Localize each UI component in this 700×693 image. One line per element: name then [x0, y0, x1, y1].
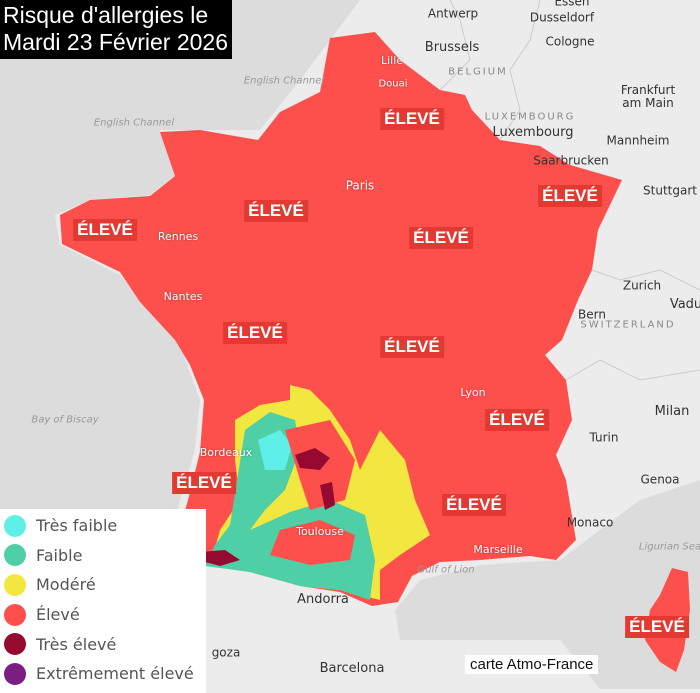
country-label: SWITZERLAND — [580, 319, 676, 331]
legend-swatch — [4, 544, 26, 567]
title-line-1: Risque d'allergies le — [3, 2, 209, 28]
country-label: LUXEMBOURG — [484, 111, 576, 123]
legend-item-extremement-eleve: Extrêmement élevé — [4, 659, 194, 689]
region-risk-badge[interactable]: ÉLEVÉ — [409, 227, 473, 249]
sea-label: Gulf of Lion — [417, 564, 475, 576]
city-label: Andorra — [297, 591, 349, 607]
city-label: Marseille — [473, 542, 523, 556]
tres-eleve-zone-4 — [200, 550, 240, 566]
tres-eleve-zone-1 — [295, 448, 330, 470]
france-risk-area[interactable] — [60, 32, 622, 606]
region-risk-badge[interactable]: ÉLEVÉ — [380, 336, 444, 358]
region-risk-badge[interactable]: ÉLEVÉ — [244, 200, 308, 222]
sea-label: Ligurian Sea — [638, 541, 700, 553]
city-label: Vadu — [669, 296, 700, 312]
city-label: Toulouse — [296, 524, 344, 538]
city-label: Zurich — [622, 278, 662, 293]
legend-item-faible: Faible — [4, 541, 194, 571]
map-credit: carte Atmo-France — [465, 655, 599, 674]
city-label: Lille — [380, 53, 404, 67]
city-label: Genoa — [640, 472, 680, 487]
region-risk-badge[interactable]: ÉLEVÉ — [485, 409, 549, 431]
legend-item-tres-eleve: Très élevé — [4, 629, 194, 659]
city-label: Stuttgart — [643, 183, 697, 198]
sea-water — [0, 0, 360, 560]
legend-label: Très faible — [36, 516, 118, 536]
city-label: Mannheim — [606, 133, 670, 148]
legend-swatch — [4, 662, 26, 685]
legend-label: Élevé — [36, 605, 80, 625]
city-label: Bern — [578, 307, 606, 322]
sea-label: English Channel — [243, 75, 325, 87]
city-label: Douai — [378, 78, 408, 90]
city-label: Lyon — [460, 385, 486, 399]
legend-label: Modéré — [36, 575, 96, 595]
city-label: Barcelona — [319, 660, 385, 676]
legend-swatch — [4, 573, 26, 596]
region-risk-badge[interactable]: ÉLEVÉ — [625, 616, 689, 638]
sea-mediterranean — [395, 480, 700, 689]
city-label: Brussels — [424, 39, 480, 55]
city-label: Dusseldorf — [529, 10, 595, 25]
city-label: Bordeaux — [199, 445, 253, 459]
legend-label: Faible — [36, 545, 83, 565]
eleve-patch-2 — [270, 520, 355, 565]
tres-eleve-zone-2 — [320, 482, 335, 510]
sea-label: Bay of Biscay — [31, 414, 99, 426]
city-label: Frankfurt am Main — [620, 82, 676, 110]
legend-label: Extrêmement élevé — [36, 664, 194, 684]
city-label: Nantes — [163, 289, 203, 303]
city-label: Antwerp — [427, 6, 479, 21]
legend-swatch — [4, 603, 26, 626]
legend-item-tres-faible: Très faible — [4, 511, 194, 541]
legend-swatch — [4, 514, 26, 537]
region-risk-badge[interactable]: ÉLEVÉ — [380, 108, 444, 130]
title-line-2: Mardi 23 Février 2026 — [3, 29, 228, 55]
city-label: Essen — [554, 0, 590, 9]
country-label: BELGIUM — [448, 66, 508, 78]
region-risk-badge[interactable]: ÉLEVÉ — [442, 494, 506, 516]
region-risk-badge[interactable]: ÉLEVÉ — [538, 185, 602, 207]
legend: Très faible Faible Modéré Élevé Très éle… — [0, 509, 206, 693]
map-title: Risque d'allergies le Mardi 23 Février 2… — [0, 0, 232, 59]
city-label: goza — [211, 645, 241, 660]
city-label: Monaco — [566, 515, 614, 530]
region-risk-badge[interactable]: ÉLEVÉ — [223, 322, 287, 344]
city-label: Saarbrucken — [533, 153, 609, 168]
city-label: Cologne — [545, 34, 595, 49]
region-risk-badge[interactable]: ÉLEVÉ — [172, 472, 236, 494]
city-label: Turin — [589, 430, 619, 445]
legend-item-modere: Modéré — [4, 570, 194, 600]
sea-label: English Channel — [93, 117, 175, 129]
borders — [439, 0, 700, 381]
region-risk-badge[interactable]: ÉLEVÉ — [73, 219, 137, 241]
city-label: Milan — [654, 403, 690, 419]
city-label: Rennes — [157, 229, 199, 243]
legend-label: Très élevé — [36, 634, 117, 654]
city-label: Paris — [345, 178, 375, 193]
tres-faible-zone — [258, 430, 292, 470]
legend-item-eleve: Élevé — [4, 600, 194, 630]
legend-swatch — [4, 633, 26, 656]
city-label: Luxembourg — [492, 124, 574, 140]
